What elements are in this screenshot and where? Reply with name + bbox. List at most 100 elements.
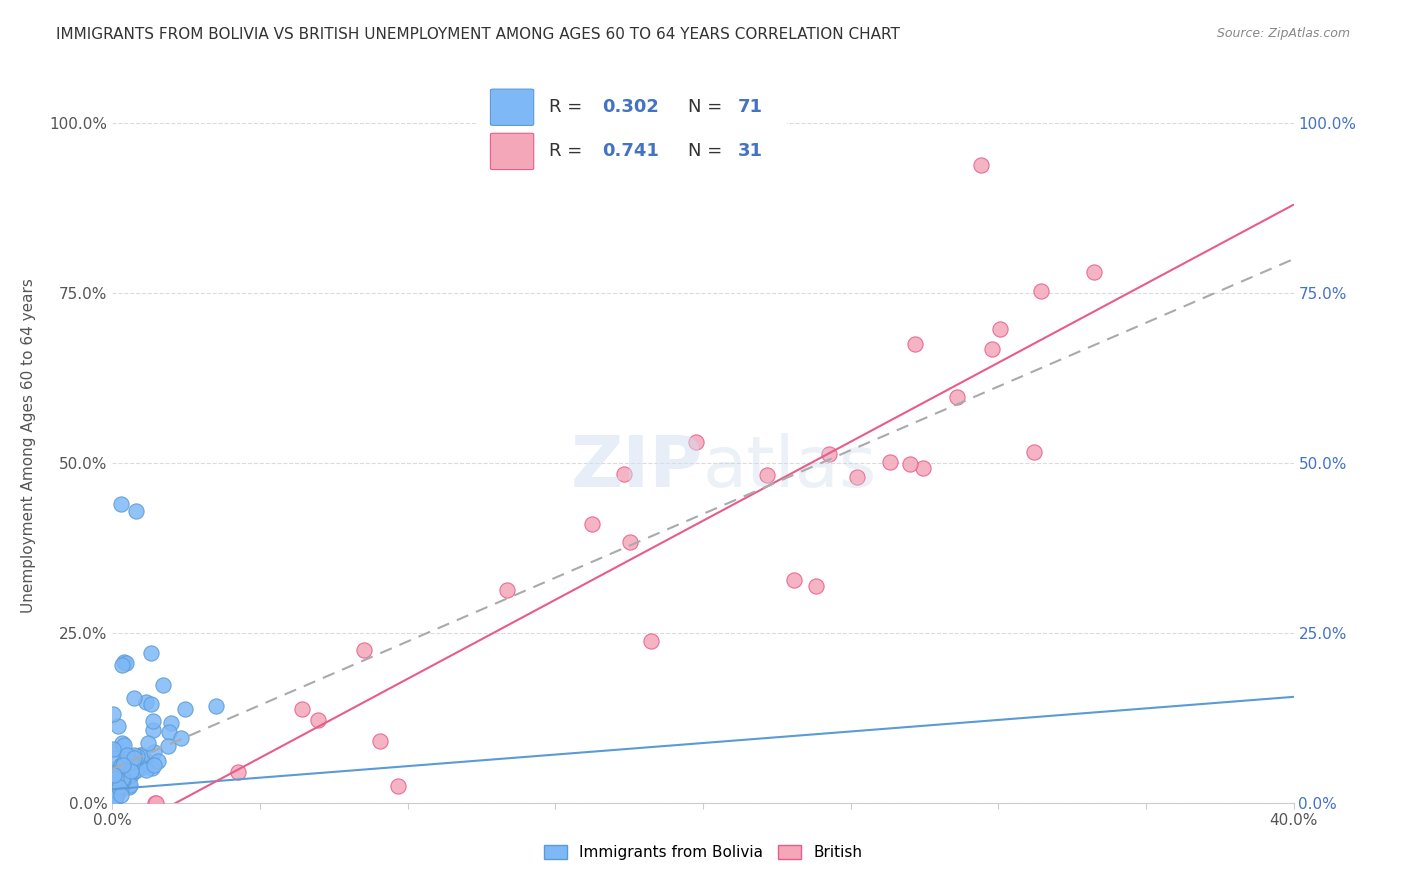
Point [105, 790, 128, 805]
Point [145, 796, 167, 810]
Point [1024, 445, 1046, 459]
Point [110, 497, 132, 511]
Point [148, 754, 170, 768]
Point [879, 455, 901, 469]
Point [122, 750, 145, 764]
Y-axis label: Unemployment Among Ages 60 to 64 years: Unemployment Among Ages 60 to 64 years [21, 278, 35, 614]
FancyBboxPatch shape [491, 133, 534, 169]
Point [105, 771, 128, 785]
Point [141, 760, 163, 774]
Point [205, 698, 228, 713]
Point [142, 714, 165, 728]
Point [160, 716, 183, 731]
Point [142, 723, 165, 737]
Point [107, 785, 129, 799]
Point [170, 731, 193, 745]
Point [128, 758, 150, 772]
Point [226, 765, 249, 780]
Point [104, 762, 127, 776]
Point [685, 434, 707, 449]
Point [174, 702, 197, 716]
Point [105, 783, 128, 797]
Point [104, 751, 127, 765]
Point [103, 741, 125, 756]
Point [110, 761, 132, 775]
Point [115, 748, 138, 763]
Point [110, 781, 132, 796]
Point [107, 718, 129, 732]
Point [111, 758, 134, 772]
Text: R =: R = [550, 98, 588, 116]
Point [112, 738, 135, 752]
Point [135, 763, 157, 777]
Point [115, 761, 138, 775]
Point [108, 780, 131, 794]
Point [127, 749, 149, 764]
Point [581, 517, 603, 532]
Point [112, 655, 135, 669]
Point [107, 742, 129, 756]
Point [1029, 284, 1052, 298]
Text: ZIP: ZIP [571, 433, 703, 502]
Point [110, 758, 132, 772]
Point [118, 778, 141, 792]
Point [105, 773, 128, 788]
Point [818, 447, 841, 461]
Point [136, 736, 159, 750]
Point [139, 646, 162, 660]
Point [125, 503, 148, 517]
Point [619, 535, 641, 549]
Point [104, 792, 127, 806]
Point [104, 789, 127, 804]
Point [806, 579, 828, 593]
Point [496, 582, 519, 597]
Point [291, 702, 314, 716]
Text: 0.302: 0.302 [602, 98, 658, 116]
Point [898, 457, 921, 471]
Point [115, 656, 138, 670]
Point [387, 779, 409, 793]
Text: 0.741: 0.741 [602, 142, 658, 160]
Point [157, 725, 180, 739]
Point [103, 706, 125, 721]
Text: R =: R = [550, 142, 588, 160]
Point [783, 573, 806, 587]
Point [134, 753, 156, 767]
Text: Source: ZipAtlas.com: Source: ZipAtlas.com [1216, 27, 1350, 40]
Point [307, 714, 329, 728]
Legend: Immigrants from Bolivia, British: Immigrants from Bolivia, British [537, 839, 869, 866]
Point [988, 321, 1011, 335]
Point [124, 764, 146, 778]
Text: 31: 31 [738, 142, 763, 160]
Point [152, 678, 174, 692]
Point [111, 658, 134, 673]
Point [125, 764, 148, 778]
Point [131, 760, 153, 774]
Point [142, 758, 165, 772]
Point [112, 755, 135, 769]
Text: N =: N = [689, 98, 728, 116]
Point [911, 461, 934, 475]
Point [120, 768, 142, 782]
Point [904, 337, 927, 351]
Point [118, 769, 141, 783]
Point [945, 391, 967, 405]
Point [101, 785, 124, 799]
Text: 71: 71 [738, 98, 763, 116]
Point [122, 690, 145, 705]
Point [981, 342, 1004, 356]
Point [120, 764, 142, 778]
Point [156, 739, 179, 754]
Point [118, 768, 141, 782]
Point [845, 470, 868, 484]
Point [110, 788, 132, 802]
FancyBboxPatch shape [472, 78, 793, 180]
Point [122, 747, 145, 762]
Point [640, 633, 662, 648]
Point [135, 695, 157, 709]
Point [103, 766, 125, 780]
Point [128, 747, 150, 762]
Point [103, 768, 125, 782]
Point [111, 772, 134, 787]
Text: N =: N = [689, 142, 728, 160]
